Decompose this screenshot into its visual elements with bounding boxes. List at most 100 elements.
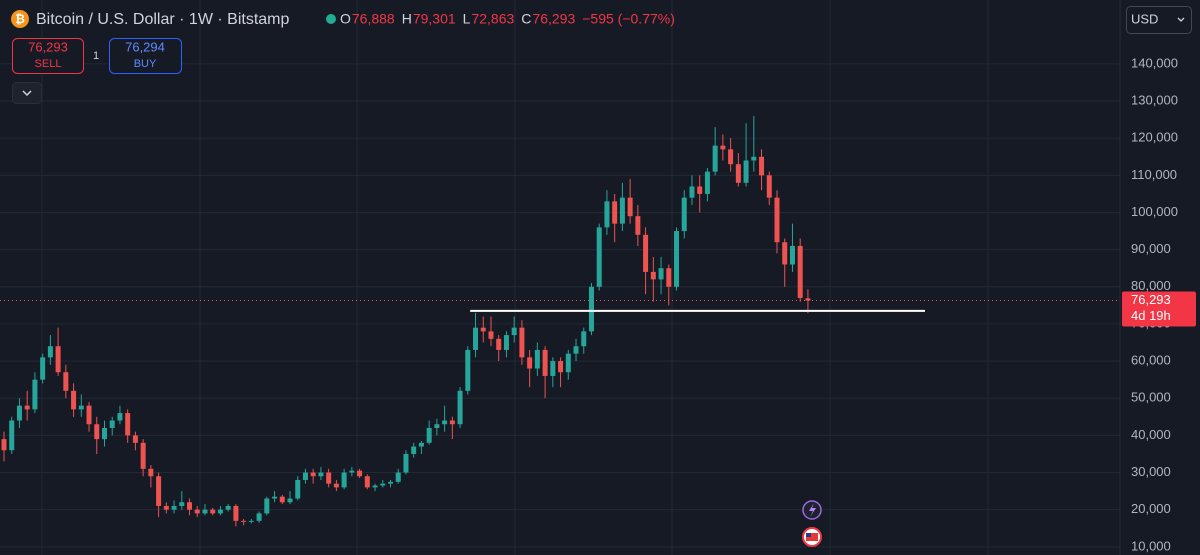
candle-body	[728, 149, 734, 165]
candle-body	[797, 245, 803, 298]
candle-body	[704, 171, 710, 194]
candle-body	[140, 442, 146, 469]
candle-body	[1, 439, 7, 451]
candle-body	[542, 349, 548, 376]
candle-body	[588, 286, 594, 332]
candle-body	[171, 505, 177, 510]
candle-body	[132, 435, 138, 443]
candle-body	[202, 509, 208, 514]
candle-body	[16, 405, 22, 421]
y-tick-label: 60,000	[1131, 353, 1171, 368]
candle-body	[163, 505, 169, 510]
candle-body	[148, 468, 154, 477]
candle-body	[272, 496, 278, 499]
candle-body	[179, 502, 185, 506]
candle-body	[194, 509, 200, 514]
candle-body	[573, 346, 579, 354]
candle-body	[40, 357, 46, 380]
ohlc-key: C	[521, 11, 531, 27]
candle-body	[666, 268, 672, 287]
y-tick-label: 80,000	[1131, 278, 1171, 293]
y-tick-label: 120,000	[1131, 130, 1178, 145]
sell-price: 76,293	[28, 39, 68, 54]
change: −595 (−0.77%)	[582, 11, 675, 27]
candle-body	[349, 470, 355, 473]
candle-body	[47, 346, 53, 358]
candle-body	[480, 327, 486, 332]
candle-body	[604, 201, 610, 228]
candle-body	[805, 298, 811, 301]
candle-body	[372, 485, 378, 488]
candle-body	[503, 335, 509, 350]
candle-body	[217, 509, 223, 514]
y-tick-label: 40,000	[1131, 427, 1171, 442]
candle-body	[789, 245, 795, 265]
candle-body	[310, 472, 316, 477]
candle-body	[287, 498, 293, 503]
candle-body	[751, 156, 757, 161]
candle-body	[256, 513, 262, 521]
last-price-label: 76,293	[1131, 292, 1171, 307]
candle-body	[210, 509, 216, 514]
candle-body	[71, 390, 77, 410]
candle-body	[24, 405, 30, 410]
candle-body	[511, 327, 517, 336]
candle-body	[627, 197, 633, 217]
candle-body	[434, 424, 440, 428]
candle-body	[388, 481, 393, 484]
candle-body	[357, 470, 363, 477]
candle-body	[565, 353, 571, 373]
candle-body	[318, 472, 324, 477]
candle-body	[681, 197, 687, 232]
candle-body	[32, 379, 38, 410]
candle-body	[403, 453, 409, 473]
candle-body	[225, 505, 231, 510]
plot	[0, 63, 1120, 548]
candle-body	[109, 420, 115, 428]
candle-body	[596, 227, 602, 287]
sell-button[interactable]	[12, 38, 84, 74]
flag	[806, 533, 818, 541]
bitcoin-glyph: ₿	[15, 12, 25, 26]
candle-body	[380, 483, 386, 486]
y-tick-label: 130,000	[1131, 92, 1178, 107]
y-tick-label: 30,000	[1131, 464, 1171, 479]
ohlc-value: 76,888	[352, 11, 395, 27]
candle-body	[78, 405, 84, 410]
candle-body	[264, 498, 270, 514]
currency-button[interactable]	[1126, 6, 1192, 34]
candle-body	[643, 234, 649, 272]
candle-body	[55, 346, 61, 373]
candle-body	[326, 472, 332, 484]
chevron	[22, 90, 32, 97]
currency: USD	[1131, 11, 1158, 26]
candle-body	[442, 420, 448, 425]
y-tick-label: 100,000	[1131, 204, 1178, 219]
ohlc-key: O	[340, 11, 351, 27]
candle-body	[63, 372, 69, 391]
candle-body	[619, 197, 625, 224]
collapse-button[interactable]	[12, 82, 42, 104]
candle-body	[248, 520, 254, 522]
candle-body	[187, 502, 193, 510]
candle-body	[94, 424, 100, 440]
chart-title: Bitcoin / U.S. Dollar · 1W · Bitstamp	[36, 11, 289, 28]
candle-body	[426, 427, 432, 443]
bitcoin-icon	[11, 10, 29, 28]
lightning	[809, 503, 816, 517]
buy-label: BUY	[134, 58, 157, 70]
candle-body	[279, 496, 285, 503]
candle-body	[341, 472, 347, 488]
candle-body	[488, 331, 494, 339]
candle-body	[241, 520, 247, 522]
candle-body	[101, 427, 107, 440]
buy-button[interactable]	[109, 38, 182, 74]
candle-body	[496, 338, 502, 350]
candle-body	[697, 186, 703, 194]
ohlc-key: H	[402, 11, 412, 27]
candle-body	[9, 420, 15, 451]
ohlc-value: 72,863	[471, 11, 514, 27]
y-tick-label: 110,000	[1131, 167, 1177, 182]
last-price-box	[1122, 291, 1196, 327]
candle-body	[689, 186, 695, 198]
